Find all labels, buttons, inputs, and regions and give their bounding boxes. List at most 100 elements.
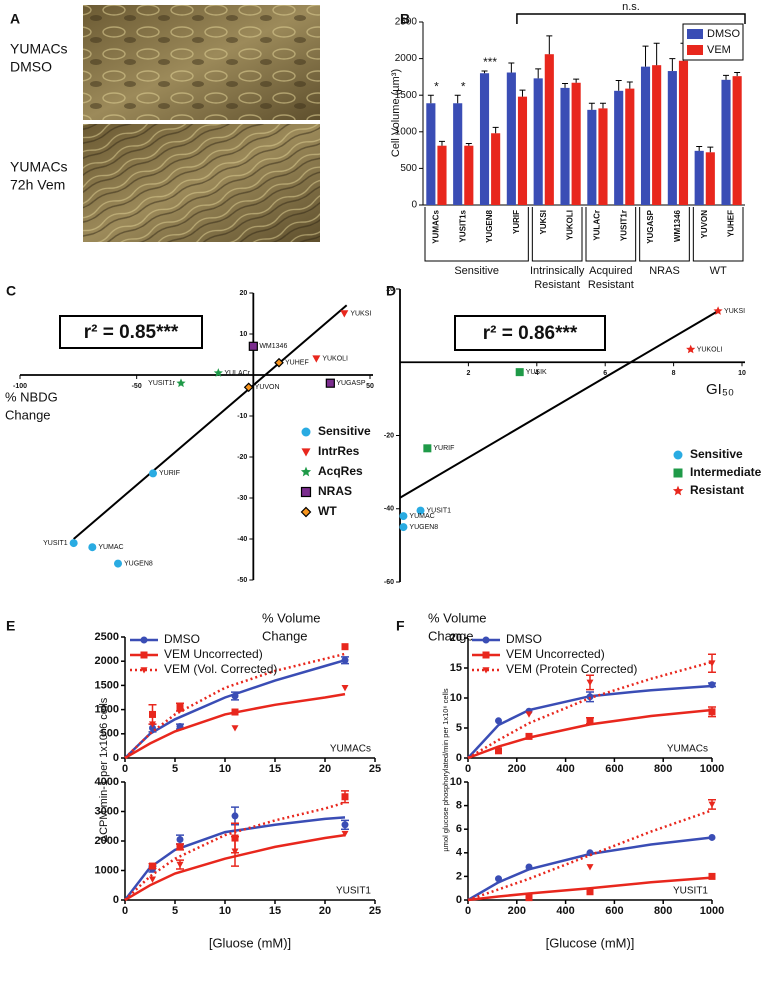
y-tick-label: 20 xyxy=(240,290,248,297)
marker xyxy=(213,368,223,377)
x-tick-label: 10 xyxy=(219,905,231,917)
error-bar xyxy=(481,70,488,74)
group-label: Resistant xyxy=(534,279,580,291)
x-tick-label: 25 xyxy=(369,905,381,917)
panel-letter: E xyxy=(6,618,15,634)
point-label: YUKSI xyxy=(724,308,745,315)
image-label: DMSO xyxy=(10,59,52,75)
marker xyxy=(525,732,533,740)
point-label: YUSIT1 xyxy=(43,540,68,547)
marker xyxy=(482,667,490,674)
group-bracket xyxy=(585,207,637,262)
x-axis-label: [Gluose (mM)] xyxy=(209,935,291,950)
y-tick-label: -20 xyxy=(237,454,247,461)
x-tick-label: YUKOLI xyxy=(566,210,575,240)
fit-curve xyxy=(124,833,346,902)
x-axis-label: [Glucose (mM)] xyxy=(546,935,635,950)
y-tick-label: 4000 xyxy=(95,776,119,788)
marker xyxy=(586,717,594,725)
point-label: YUMAC xyxy=(409,513,434,520)
image-label: 72h Vem xyxy=(10,177,65,193)
x-tick-label: YUGEN8 xyxy=(485,209,494,242)
legend-label: NRAS xyxy=(318,484,352,498)
error-bar xyxy=(653,42,660,66)
x-tick-label: 1000 xyxy=(700,905,724,917)
x-tick-label: 0 xyxy=(465,763,471,775)
marker xyxy=(525,711,533,718)
group-label: WT xyxy=(710,265,727,277)
error-bar xyxy=(642,45,649,67)
marker xyxy=(586,888,594,896)
legend-label: Sensitive xyxy=(690,447,743,461)
error-bar xyxy=(734,72,741,77)
point-label: YUGEN8 xyxy=(409,524,438,531)
bar xyxy=(694,150,704,205)
corner-label: YUMACs xyxy=(667,744,708,755)
marker xyxy=(713,306,723,315)
marker xyxy=(708,872,716,880)
marker xyxy=(231,848,239,855)
micrograph-texture xyxy=(83,124,320,242)
marker xyxy=(149,876,156,883)
group-label: Acquired xyxy=(589,265,632,277)
bar xyxy=(678,60,689,205)
marker xyxy=(176,861,184,869)
bar xyxy=(517,96,528,205)
marker xyxy=(341,821,349,829)
bar xyxy=(652,65,662,205)
x-tick-label: 20 xyxy=(319,905,331,917)
bar xyxy=(560,87,570,205)
x-tick-label: 0 xyxy=(122,763,128,775)
x-tick-label: 2 xyxy=(466,370,470,377)
error-bar xyxy=(454,94,461,104)
error-bar xyxy=(427,94,434,104)
bar xyxy=(491,133,501,205)
x-tick-label: YUHEF xyxy=(727,210,736,237)
x-tick-label: 400 xyxy=(556,763,574,775)
marker xyxy=(312,355,321,363)
point-label: YUKOLI xyxy=(697,346,723,353)
marker xyxy=(176,836,184,844)
x-axis-label: Change xyxy=(5,407,51,422)
y-tick-label: -20 xyxy=(384,432,394,439)
y-tick-label: -30 xyxy=(237,495,247,502)
error-bar xyxy=(465,143,472,146)
bar xyxy=(464,145,474,205)
marker xyxy=(301,448,311,457)
x-tick-label: 600 xyxy=(605,763,623,775)
group-label: Sensitive xyxy=(454,265,499,277)
y-tick-label: -50 xyxy=(237,577,247,584)
x-tick-label: 15 xyxy=(269,763,281,775)
panel-letter: C xyxy=(6,283,16,299)
point-label: YUKOLI xyxy=(322,355,348,362)
y-tick-label: 1500 xyxy=(95,679,119,691)
fit-curve xyxy=(124,692,346,760)
group-bracket xyxy=(424,207,529,262)
x-tick-label: 25 xyxy=(369,763,381,775)
marker xyxy=(140,651,148,659)
marker xyxy=(708,708,716,716)
legend-label: DMSO xyxy=(707,28,740,40)
bar xyxy=(453,103,463,205)
bar xyxy=(625,88,635,205)
significance: * xyxy=(434,79,439,93)
legend-label: IntrRes xyxy=(318,444,360,458)
y-tick-label: 8 xyxy=(456,800,462,812)
panel-letter: A xyxy=(10,11,20,27)
marker xyxy=(495,747,502,755)
y-tick-label: 2 xyxy=(456,870,462,882)
bar xyxy=(640,66,651,205)
bar xyxy=(598,108,608,205)
y-tick-label: -10 xyxy=(237,413,247,420)
y-tick-label: 1000 xyxy=(395,126,418,137)
x-tick-label: 200 xyxy=(508,763,526,775)
legend-label: Resistant xyxy=(690,483,744,497)
marker xyxy=(708,833,716,841)
bar xyxy=(667,71,677,205)
bar xyxy=(721,79,731,205)
y-tick-label: 2500 xyxy=(395,17,418,28)
marker xyxy=(231,692,239,700)
bar xyxy=(544,54,554,205)
marker xyxy=(149,862,156,870)
